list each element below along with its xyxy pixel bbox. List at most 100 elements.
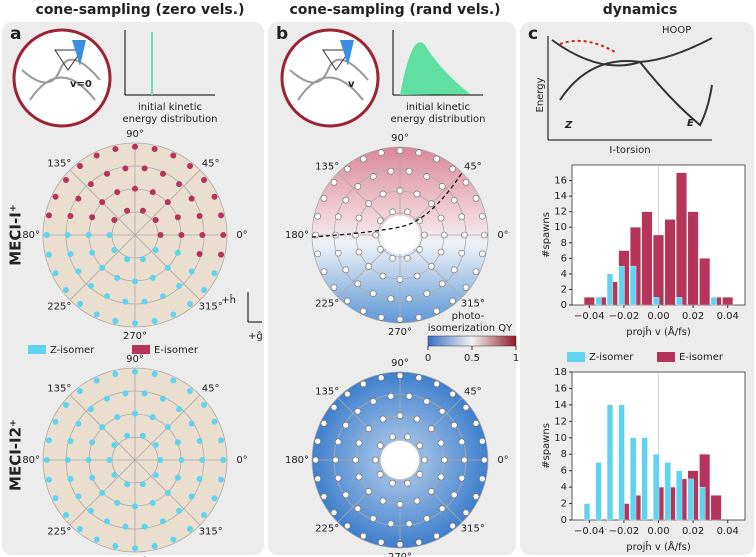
polar-dot (342, 491, 350, 499)
polar-dot (433, 532, 440, 540)
polar-dot (320, 195, 328, 202)
polar-dot (45, 212, 52, 219)
polar-dot (63, 176, 70, 183)
polar-dot (152, 442, 159, 449)
polar-dot (111, 246, 118, 253)
polar-dot (354, 505, 362, 512)
bar (606, 404, 614, 521)
label: Z (564, 120, 573, 131)
polar-label: 180° (16, 455, 40, 466)
polar-dot (196, 213, 203, 220)
inset-curves (21, 58, 101, 101)
polar-dot (122, 523, 129, 530)
polar-dot (218, 251, 225, 258)
bar (618, 404, 625, 521)
polar-dot (355, 473, 363, 481)
bar (653, 297, 660, 306)
polar-dot (458, 213, 466, 221)
polar-dot (438, 505, 446, 512)
polar-dot (369, 515, 377, 522)
polar-dot (360, 532, 367, 540)
polar-dot (178, 232, 185, 238)
polar-dot (151, 543, 158, 550)
polar-dot (481, 231, 488, 239)
polar-dot (372, 456, 379, 464)
polar-dot (458, 249, 466, 257)
polar-label: 45° (464, 161, 482, 172)
colorbar-tick-label: 0.5 (464, 353, 480, 364)
polar-dot (63, 287, 70, 294)
polar-dot (52, 495, 59, 502)
polar-dot (314, 475, 322, 483)
polar-dot (387, 295, 395, 303)
x-axis-label: projĥ v (Å/fs) (626, 540, 691, 553)
polar-dot (139, 256, 146, 263)
polar-dot (462, 179, 470, 186)
polar-dot (330, 179, 338, 186)
bar (664, 219, 676, 306)
polar-dot (176, 406, 183, 413)
polar-dot (377, 313, 385, 321)
polar-dot (387, 520, 395, 528)
inset-curves (289, 58, 369, 101)
polar-dot (437, 439, 445, 447)
polar-dot (389, 254, 396, 262)
polar-dot (413, 497, 421, 505)
bar (583, 297, 595, 306)
polar-dot (396, 412, 404, 419)
polar-dot (152, 471, 159, 478)
bar (595, 297, 602, 306)
direction-label: +ĝ (248, 330, 263, 342)
y-tick-label: 16 (554, 176, 567, 187)
polar-dot (104, 170, 111, 177)
polar-dot (89, 249, 96, 256)
polar-dot (132, 320, 138, 327)
polar-dot (93, 152, 100, 159)
polar-dot (99, 264, 106, 271)
inset-wedge (72, 40, 86, 66)
polar-label: 180° (285, 455, 309, 466)
polar-dot (441, 231, 448, 239)
curve (551, 39, 713, 127)
polar-dot (413, 415, 421, 423)
polar-dot (405, 295, 413, 303)
polar-dot (67, 213, 74, 220)
polar-dot (355, 214, 363, 222)
inset-text: energy distribution (390, 114, 485, 125)
y-tick-label: 4 (561, 482, 567, 493)
polar-dot (112, 318, 119, 325)
polar-dot (438, 280, 446, 287)
polar-label: 225° (315, 524, 339, 535)
y-tick-label: 14 (554, 191, 567, 202)
polar-dot (64, 232, 71, 238)
polar-dot (106, 232, 113, 238)
polar-dot (139, 481, 146, 488)
polar-dot (354, 183, 362, 190)
polar-dot (416, 471, 424, 478)
bar (676, 470, 683, 521)
polar-label: 315° (461, 524, 485, 535)
polar-dot (64, 457, 71, 463)
polar-dot (334, 438, 342, 446)
polar-dot (365, 488, 372, 495)
y-tick-label: 16 (554, 383, 567, 394)
polar-label: 315° (199, 526, 223, 537)
colorbar (427, 335, 517, 347)
polar-dot (124, 481, 131, 488)
legend-swatch (567, 352, 585, 362)
bar (687, 211, 699, 306)
polar-dot (93, 311, 100, 318)
y-tick-label: 6 (561, 466, 567, 477)
polar-dot (211, 270, 218, 277)
polar-dot (159, 395, 166, 402)
polar-dot (152, 246, 159, 253)
polar-dot (188, 268, 195, 275)
polar-dot (75, 420, 82, 427)
polar-dot (111, 442, 118, 449)
y-tick-label: 6 (561, 253, 567, 264)
polar-dot (462, 509, 470, 516)
polar-dot (141, 298, 148, 305)
header: cone-sampling (zero vels.) (36, 2, 245, 18)
polar-dot (178, 457, 185, 463)
